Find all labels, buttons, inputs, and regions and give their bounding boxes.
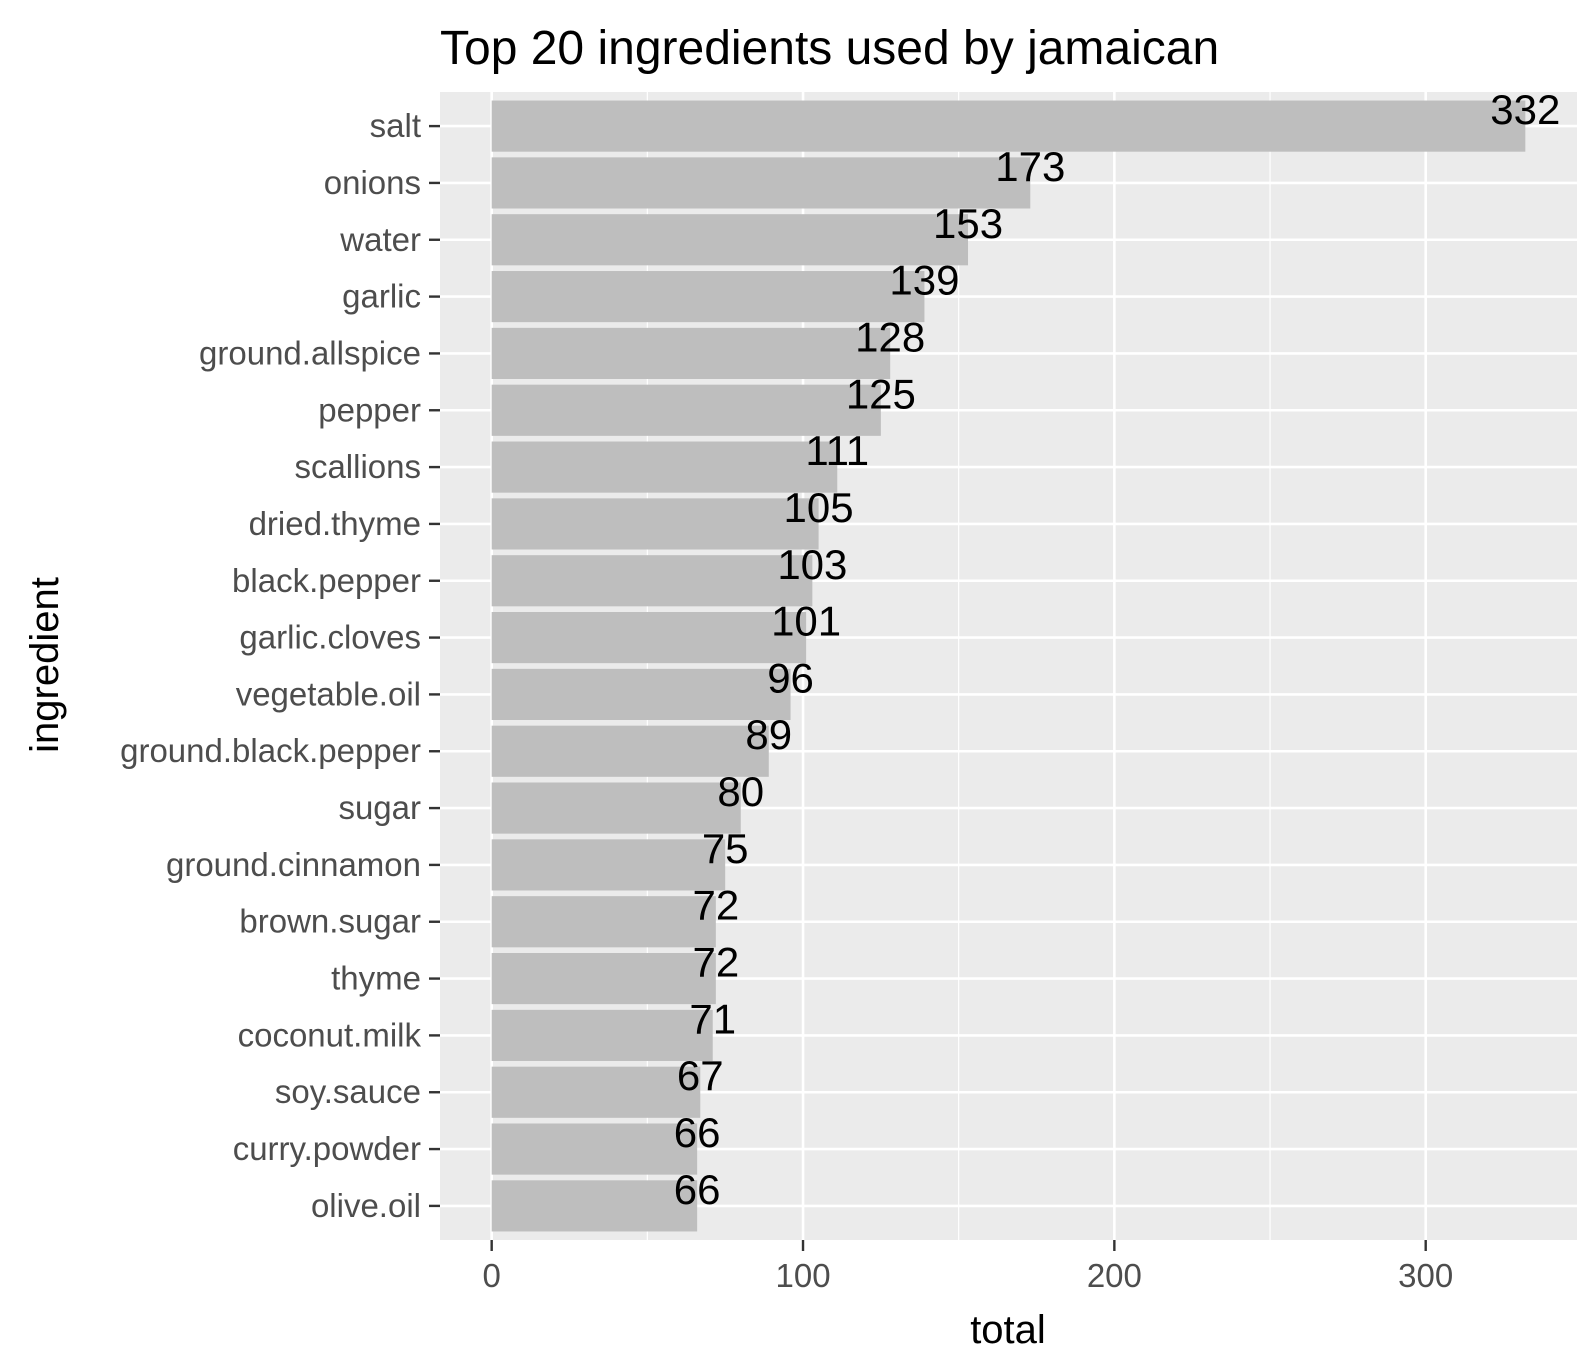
x-tick-label: 0 bbox=[483, 1257, 501, 1294]
data-label: 96 bbox=[767, 654, 814, 701]
data-label: 66 bbox=[674, 1166, 721, 1213]
y-tick-label: water bbox=[339, 221, 421, 258]
x-tick-label: 200 bbox=[1087, 1257, 1142, 1294]
bar bbox=[491, 839, 726, 891]
y-tick-label: ground.cinnamon bbox=[166, 846, 421, 883]
data-label: 75 bbox=[702, 825, 749, 872]
bar bbox=[491, 1123, 698, 1175]
data-label: 128 bbox=[855, 313, 925, 360]
data-label: 80 bbox=[717, 768, 764, 815]
chart-title: Top 20 ingredients used by jamaican bbox=[440, 22, 1219, 75]
y-tick-label: curry.powder bbox=[233, 1130, 421, 1167]
bar bbox=[491, 327, 891, 379]
bar bbox=[491, 896, 716, 948]
data-label: 101 bbox=[771, 598, 841, 645]
y-tick-label: sugar bbox=[338, 789, 421, 826]
y-tick-label: black.pepper bbox=[232, 562, 421, 599]
y-tick-label: vegetable.oil bbox=[236, 675, 421, 712]
data-label: 125 bbox=[846, 370, 916, 417]
y-tick-label: ground.black.pepper bbox=[120, 732, 421, 769]
bar bbox=[491, 668, 791, 720]
data-label: 111 bbox=[805, 427, 869, 474]
data-labels: 332 173 153 139 128 125 111 105 103 101 96 89 80 75 72… bbox=[674, 86, 1561, 1213]
y-tick-label: pepper bbox=[318, 391, 421, 428]
bar bbox=[491, 441, 838, 493]
y-tick-label: salt bbox=[370, 107, 421, 144]
bar bbox=[491, 782, 741, 834]
bar bbox=[491, 725, 769, 777]
y-tick-label: soy.sauce bbox=[275, 1073, 421, 1110]
y-tick-label: thyme bbox=[331, 960, 421, 997]
bar bbox=[491, 271, 925, 323]
y-tick-label: onions bbox=[324, 164, 421, 201]
y-tick-label: dried.thyme bbox=[249, 505, 421, 542]
y-axis: salt onions water garlic ground.allspice pepp… bbox=[120, 107, 440, 1224]
x-tick-label: 100 bbox=[775, 1257, 830, 1294]
bar bbox=[491, 100, 1526, 152]
y-tick-label: coconut.milk bbox=[238, 1016, 422, 1053]
data-label: 89 bbox=[745, 711, 792, 758]
data-label: 153 bbox=[933, 200, 1003, 247]
y-tick-label: ground.allspice bbox=[199, 334, 421, 371]
x-tick-label: 300 bbox=[1398, 1257, 1453, 1294]
bar bbox=[491, 1066, 701, 1118]
bar bbox=[491, 953, 716, 1005]
data-label: 332 bbox=[1490, 86, 1560, 133]
data-label: 173 bbox=[995, 143, 1065, 190]
y-tick-label: scallions bbox=[294, 448, 421, 485]
data-label: 105 bbox=[784, 484, 854, 531]
bars bbox=[491, 100, 1526, 1232]
x-axis-title: total bbox=[970, 1308, 1046, 1352]
bar bbox=[491, 555, 813, 607]
bar bbox=[491, 498, 819, 550]
data-label: 72 bbox=[692, 882, 739, 929]
data-label: 66 bbox=[674, 1109, 721, 1156]
data-label: 139 bbox=[889, 257, 959, 304]
y-axis-title: ingredient bbox=[23, 577, 67, 753]
bar bbox=[491, 612, 807, 664]
y-tick-label: garlic bbox=[342, 278, 421, 315]
data-label: 67 bbox=[677, 1052, 724, 1099]
bar bbox=[491, 1009, 713, 1061]
bar bbox=[491, 214, 969, 266]
y-tick-label: brown.sugar bbox=[239, 903, 421, 940]
bar bbox=[491, 384, 881, 436]
data-label: 72 bbox=[692, 939, 739, 986]
bar bbox=[491, 1180, 698, 1232]
data-label: 71 bbox=[689, 995, 736, 1042]
bar bbox=[491, 157, 1031, 209]
data-label: 103 bbox=[777, 541, 847, 588]
y-tick-label: olive.oil bbox=[311, 1187, 421, 1224]
x-axis: 0 100 200 300 bbox=[483, 1240, 1453, 1294]
y-tick-label: garlic.cloves bbox=[239, 619, 421, 656]
